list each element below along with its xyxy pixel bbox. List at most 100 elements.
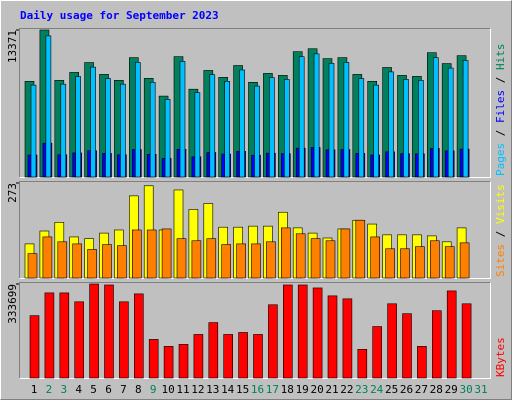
x-tick-label: 1 <box>31 383 38 396</box>
bar <box>432 57 439 178</box>
bar <box>193 334 204 379</box>
bar <box>102 244 112 279</box>
bar <box>148 339 159 379</box>
bar <box>295 233 306 279</box>
bar <box>221 244 231 279</box>
bar <box>42 236 53 279</box>
bar <box>208 322 219 379</box>
x-tick-label: 9 <box>150 383 157 396</box>
bar <box>402 313 412 379</box>
bar <box>462 60 469 178</box>
bar <box>90 66 96 178</box>
bar <box>297 284 308 379</box>
bar <box>343 62 350 178</box>
bar <box>239 69 245 178</box>
x-tick-label: 29 <box>445 383 458 396</box>
x-tick-label: 5 <box>90 383 97 396</box>
bar <box>72 243 82 279</box>
bar <box>105 78 111 178</box>
x-tick-label: 16 <box>251 383 264 396</box>
bar <box>269 77 275 178</box>
bar <box>431 310 442 379</box>
legend-separator: / <box>494 224 507 244</box>
x-tick-label: 28 <box>430 383 443 396</box>
legend-entry: Pages <box>494 143 507 176</box>
x-tick-label: 3 <box>60 383 67 396</box>
x-tick-label: 4 <box>75 383 82 396</box>
bar <box>44 292 55 379</box>
bar <box>224 81 230 178</box>
legend-separator: / <box>494 70 507 90</box>
y-tick-label: 333699 <box>6 284 19 324</box>
bar <box>176 238 187 279</box>
x-tick-label: 15 <box>236 383 249 396</box>
bar <box>372 326 383 379</box>
bar <box>87 249 97 279</box>
bar <box>194 92 201 178</box>
y-tick-label: 13371 <box>6 30 19 63</box>
bar <box>417 346 427 379</box>
x-tick-label: 13 <box>206 383 219 396</box>
x-tick-label: 14 <box>221 383 235 396</box>
bar <box>400 248 410 279</box>
bar <box>178 344 189 379</box>
bar <box>342 298 353 379</box>
bar <box>459 242 470 279</box>
x-tick-label: 27 <box>415 383 428 396</box>
legend-entry: Files <box>494 90 507 123</box>
x-tick-label: 10 <box>161 383 174 396</box>
bar <box>209 74 216 178</box>
bar <box>325 240 336 279</box>
x-tick-label: 23 <box>355 383 368 396</box>
bar <box>30 84 37 178</box>
bar <box>60 83 67 178</box>
legend-entry: Visits <box>494 184 507 224</box>
y-tick-label: 273 <box>6 183 19 203</box>
bar <box>387 303 397 379</box>
legend: Sites / Visits <box>494 184 507 277</box>
bar <box>59 292 70 379</box>
bar <box>104 284 114 379</box>
bar <box>149 81 156 178</box>
bar <box>119 301 129 379</box>
bar <box>310 238 321 279</box>
x-tick-label: 30 <box>459 383 472 396</box>
bar <box>117 245 127 279</box>
x-tick-label: 20 <box>310 383 323 396</box>
bar <box>370 236 381 279</box>
bar <box>161 228 172 279</box>
legend: Pages / Files / Hits <box>494 44 507 177</box>
bar <box>357 349 368 379</box>
bar <box>444 246 455 279</box>
bar <box>313 53 320 178</box>
bar <box>89 283 99 379</box>
bar <box>280 227 291 279</box>
bar <box>134 293 144 379</box>
x-tick-label: 21 <box>325 383 338 396</box>
bar <box>373 84 380 178</box>
bar <box>179 61 186 178</box>
bar <box>298 56 305 178</box>
bar <box>206 238 217 279</box>
bar <box>328 63 335 178</box>
legend-separator: / <box>494 123 507 143</box>
bar <box>415 246 425 279</box>
bar <box>191 240 202 279</box>
bar <box>27 253 38 279</box>
x-tick-label: 8 <box>135 383 142 396</box>
panel-edge-light <box>19 181 491 279</box>
bar <box>132 229 142 279</box>
bar <box>385 248 395 279</box>
x-tick-label: 12 <box>191 383 204 396</box>
legend-entry: Sites <box>494 244 507 277</box>
x-tick-label: 6 <box>105 383 112 396</box>
x-tick-label: 22 <box>340 383 353 396</box>
bar <box>283 79 290 178</box>
bar <box>223 334 233 379</box>
bar <box>355 219 366 279</box>
bar <box>57 241 68 279</box>
bar <box>146 229 157 279</box>
panel-edge-dark <box>19 28 491 178</box>
